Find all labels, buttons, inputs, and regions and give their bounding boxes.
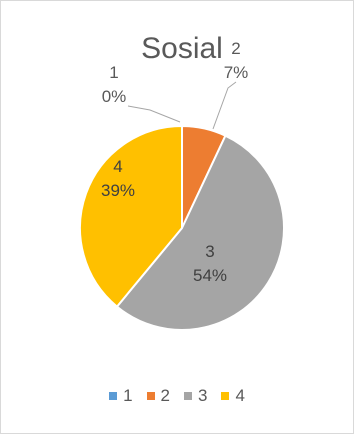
- data-label-category-1: 1: [109, 63, 118, 82]
- pie-slice-3: [115, 134, 286, 331]
- data-label-category-2: 2: [231, 39, 240, 58]
- legend-label-3: 3: [198, 386, 208, 405]
- leader-line-2: [212, 81, 237, 130]
- data-labels: 1 0% 2 7% 3 54% 4 39%: [101, 39, 248, 285]
- legend-swatch-4: [221, 392, 230, 400]
- chart-legend: 1 2 3 4: [0, 386, 354, 406]
- data-label-percent-1: 0%: [102, 87, 127, 106]
- legend-swatch-3: [184, 392, 192, 400]
- leader-line-1: [127, 105, 181, 123]
- pie-slices: [79, 124, 286, 331]
- legend-label-4: 4: [235, 386, 245, 405]
- legend-swatch-2: [146, 392, 155, 400]
- data-label-category-4: 4: [113, 157, 122, 176]
- legend-label-2: 2: [160, 386, 170, 405]
- legend-item-4: 4: [221, 386, 245, 406]
- chart-title: Sosial: [141, 32, 223, 65]
- data-label-percent-2: 7%: [224, 63, 249, 82]
- legend-item-2: 2: [146, 386, 170, 406]
- legend-label-1: 1: [123, 386, 133, 405]
- legend-swatch-1: [109, 392, 118, 400]
- data-label-percent-4: 39%: [101, 181, 135, 200]
- data-label-percent-3: 54%: [193, 266, 227, 285]
- leader-lines: [127, 81, 237, 130]
- legend-item-3: 3: [184, 386, 207, 406]
- pie-slice-4: [79, 124, 183, 309]
- legend-item-1: 1: [109, 386, 133, 406]
- data-label-category-3: 3: [205, 242, 214, 261]
